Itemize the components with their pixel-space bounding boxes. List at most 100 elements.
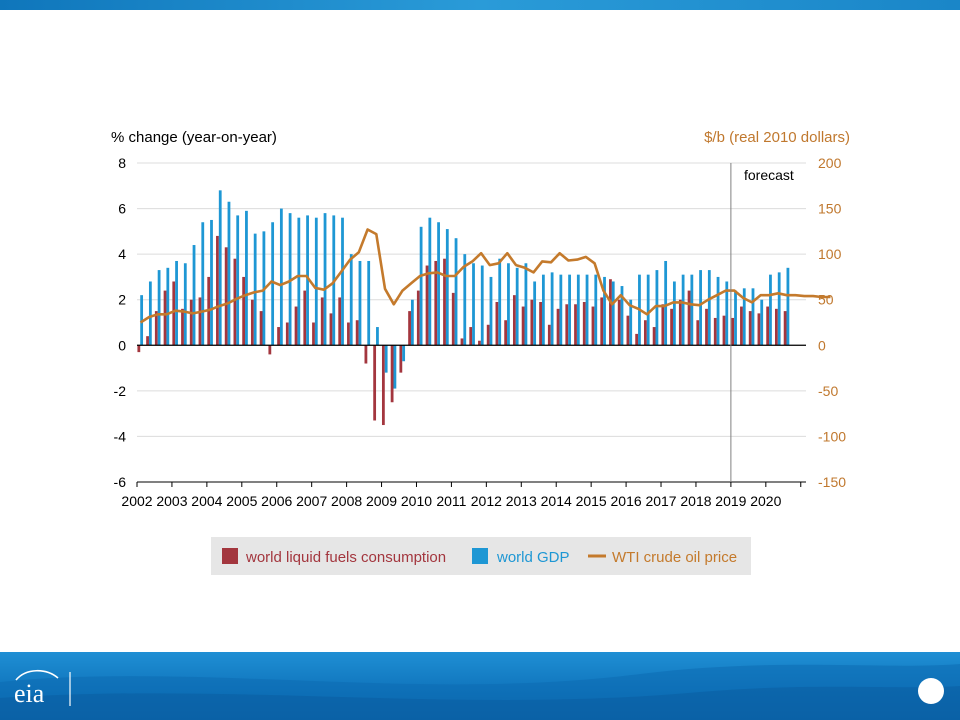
gdp-bar <box>341 217 344 346</box>
gdp-bar <box>699 270 702 346</box>
gdp-bar <box>777 272 781 346</box>
fuel-bar <box>242 276 246 346</box>
fuel-bar <box>154 311 158 346</box>
year-label: 2015 <box>576 493 607 509</box>
fuel-bar <box>416 290 420 346</box>
logo-text: eia <box>14 679 45 708</box>
fuel-bar <box>661 304 665 346</box>
fuel-bar <box>713 317 717 346</box>
fuel-bar <box>687 290 691 346</box>
fuel-bar <box>547 324 551 346</box>
gdp-bar <box>445 229 449 346</box>
gdp-bar <box>786 267 790 346</box>
right-axis-label: $/b (real 2010 dollars) <box>704 129 850 146</box>
gdp-bar <box>279 208 283 346</box>
fuel-bar <box>478 340 481 346</box>
year-label: 2009 <box>366 493 397 509</box>
fuel-bar <box>731 317 735 346</box>
right-tick-label: 100 <box>818 246 842 262</box>
gdp-bar <box>594 274 598 346</box>
fuel-bar <box>582 301 586 346</box>
year-label: 2019 <box>715 493 746 509</box>
fuel-bar <box>635 333 639 346</box>
fuel-bar <box>626 315 630 346</box>
gdp-bar <box>201 222 205 346</box>
gdp-bar <box>218 190 222 346</box>
year-label: 2013 <box>506 493 537 509</box>
right-tick-label: 0 <box>818 337 826 353</box>
fuel-bar <box>521 306 525 346</box>
fuel-bar <box>373 345 377 421</box>
gdp-bar <box>769 274 772 346</box>
year-label: 2020 <box>750 493 781 509</box>
fuel-bar <box>181 308 184 346</box>
legend-label-fuel: world liquid fuels consumption <box>245 549 446 566</box>
gdp-bar <box>541 274 545 346</box>
fuel-bar <box>381 345 385 426</box>
year-label: 2008 <box>331 493 362 509</box>
fuel-bar <box>137 345 141 353</box>
fuel-bar <box>294 306 298 346</box>
fuel-bar <box>748 311 752 346</box>
fuel-bar <box>469 327 473 346</box>
fuel-bar <box>609 279 612 346</box>
year-label: 2010 <box>401 493 432 509</box>
fuel-bar <box>539 301 542 346</box>
oil-price-line <box>139 228 831 324</box>
fuel-bar <box>216 235 219 346</box>
gdp-bar <box>507 263 510 346</box>
gdp-bar <box>253 233 257 346</box>
gdp-bar <box>428 217 432 346</box>
legend-swatch-fuel <box>222 548 238 564</box>
fuel-bar <box>364 345 368 364</box>
gdp-bar <box>655 270 659 346</box>
gdp-bar <box>524 263 528 346</box>
gdp-bar <box>734 290 737 346</box>
gdp-bar <box>559 274 563 346</box>
top-banner <box>0 0 960 10</box>
gdp-bar <box>725 281 729 346</box>
fuel-bar <box>303 290 307 346</box>
gdp-bar <box>603 276 606 346</box>
fuel-bar <box>233 258 237 346</box>
fuel-bar <box>198 297 202 346</box>
fuel-bar <box>312 322 315 346</box>
gdp-bar <box>384 345 388 373</box>
fuel-bar <box>443 258 446 346</box>
gdp-bar <box>498 258 502 346</box>
gdp-bar <box>611 281 615 346</box>
gdp-bar <box>690 274 694 346</box>
gdp-bar <box>480 265 484 346</box>
fuel-bar <box>451 292 455 346</box>
fuel-bar <box>399 345 403 373</box>
gdp-bar <box>550 272 554 346</box>
gdp-bar <box>376 327 379 346</box>
gdp-bar <box>410 299 414 346</box>
gdp-bar <box>236 215 240 346</box>
fuel-bar <box>408 311 411 346</box>
fuel-bar <box>696 320 700 346</box>
fuel-bar <box>486 324 490 346</box>
left-tick-label: -2 <box>114 383 127 399</box>
year-label: 2012 <box>471 493 502 509</box>
gdp-bar <box>210 219 213 346</box>
gdp-bar <box>664 260 668 346</box>
left-tick-label: 0 <box>118 337 126 353</box>
fuel-bar <box>434 260 438 346</box>
gdp-bar <box>437 222 440 346</box>
year-label: 2011 <box>436 493 466 509</box>
fuel-bar <box>163 290 167 346</box>
gdp-bar <box>227 201 231 346</box>
legend-label-oil: WTI crude oil price <box>612 549 737 566</box>
axes <box>137 163 806 483</box>
gdp-bar <box>646 274 650 346</box>
gdp-bar <box>672 281 676 346</box>
fuel-bar <box>347 322 350 346</box>
right-tick-label: 150 <box>818 201 842 217</box>
fuel-bar <box>740 306 743 346</box>
fuel-bar <box>678 299 682 346</box>
gdp-bar <box>620 286 624 346</box>
fuel-bar <box>652 327 656 346</box>
gdp-bar <box>175 260 178 346</box>
left-tick-label: 2 <box>118 292 126 308</box>
